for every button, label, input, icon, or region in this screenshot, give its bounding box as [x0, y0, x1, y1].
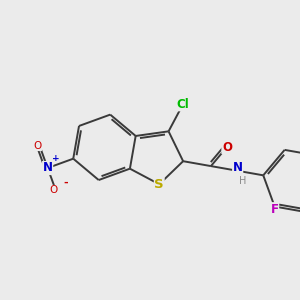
- Text: O: O: [50, 185, 58, 196]
- Text: N: N: [233, 161, 243, 174]
- Text: F: F: [271, 203, 279, 216]
- Text: -: -: [63, 177, 68, 188]
- Text: O: O: [222, 140, 232, 154]
- Text: Cl: Cl: [176, 98, 189, 111]
- Text: O: O: [33, 140, 41, 151]
- Text: +: +: [52, 154, 60, 163]
- Text: S: S: [154, 178, 164, 191]
- Text: N: N: [43, 161, 53, 175]
- Text: H: H: [239, 176, 246, 186]
